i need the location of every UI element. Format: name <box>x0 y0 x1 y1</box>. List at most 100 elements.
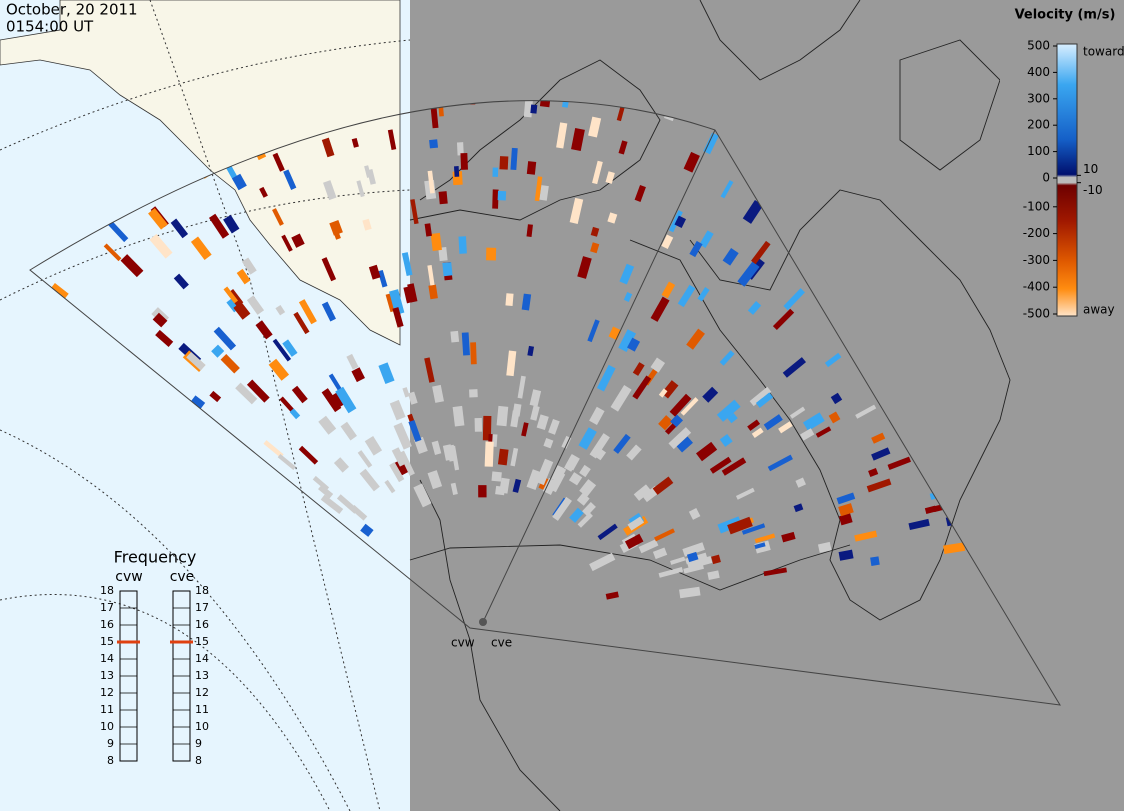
frequency-tick-label: 11 <box>195 703 209 716</box>
colorbar-tick-label: 10 <box>1083 162 1098 176</box>
radar-cell <box>272 152 285 172</box>
radar-cell <box>836 492 856 505</box>
radar-cell <box>387 129 397 151</box>
frequency-tick-label: 17 <box>100 601 114 614</box>
radar-cell <box>658 415 674 431</box>
radar-cell <box>103 243 122 262</box>
radar-cell <box>664 423 677 435</box>
radar-name: cve <box>170 569 195 585</box>
radar-cell <box>608 326 622 341</box>
radar-cell <box>569 197 584 224</box>
radar-cell <box>721 457 747 476</box>
radar-cell <box>670 414 684 428</box>
radar-cell <box>661 234 674 249</box>
radar-cell <box>539 185 549 201</box>
radar-cell <box>588 116 602 138</box>
radar-cell <box>389 399 406 421</box>
radar-cell <box>534 176 543 202</box>
radar-cell <box>754 542 766 549</box>
radar-cell <box>213 326 237 351</box>
radar-cell <box>767 454 793 472</box>
radar-cell <box>526 161 537 175</box>
frequency-tick-label: 15 <box>100 635 114 648</box>
frequency-tick-label: 12 <box>100 686 114 699</box>
radar-cell <box>506 350 517 377</box>
radar-cell <box>453 166 460 177</box>
radar-cell <box>719 434 733 447</box>
radar-cell <box>530 104 538 114</box>
radar-cell <box>318 415 337 435</box>
radar-cell <box>722 248 739 266</box>
radar-cell <box>391 447 407 467</box>
radar-cell <box>670 556 686 565</box>
radar-cell <box>231 173 247 191</box>
radar-cell <box>410 199 419 225</box>
radar-cell <box>526 224 533 237</box>
radar-cell <box>357 450 373 468</box>
radar-cell <box>289 408 301 420</box>
radar-cell <box>697 287 710 302</box>
radar-cell <box>565 454 580 471</box>
radar-cell <box>749 386 772 407</box>
frequency-tick-label: 14 <box>195 652 209 665</box>
radar-cell <box>618 329 637 352</box>
radar-cell <box>364 435 383 456</box>
radar-cell <box>539 100 551 108</box>
radar-cell <box>283 169 297 190</box>
radar-cell <box>279 396 295 413</box>
frequency-tick-label: 13 <box>195 669 209 682</box>
radar-cell <box>854 530 878 542</box>
radar-cell <box>458 236 467 254</box>
radar-cell <box>824 352 842 368</box>
radar-cell <box>634 185 646 202</box>
radar-cell <box>683 151 700 173</box>
radar-cell <box>186 351 206 371</box>
radar-cell <box>686 328 705 350</box>
colorbar <box>1056 43 1078 317</box>
frequency-tick-label: 8 <box>107 754 114 767</box>
radar-cell <box>298 299 317 325</box>
radar-cell <box>607 212 618 224</box>
radar-cell <box>408 419 422 443</box>
radar-cell <box>246 295 265 315</box>
radar-cell <box>578 427 597 450</box>
radar-cell <box>688 507 701 520</box>
radar-cell <box>364 165 372 178</box>
radar-cell <box>241 257 257 275</box>
radar-cell <box>492 167 499 177</box>
radar-cell <box>592 160 603 185</box>
radar-cell <box>597 523 618 541</box>
radar-cell <box>577 256 592 279</box>
radar-cell <box>530 405 540 421</box>
radar-cell <box>870 556 880 566</box>
colorbar-tick-label: -500 <box>1023 307 1050 321</box>
radar-cell <box>351 367 365 383</box>
radar-cell <box>800 428 815 441</box>
frequency-tick-label: 9 <box>195 737 202 750</box>
radar-cell <box>727 516 753 535</box>
radar-cell <box>720 180 734 199</box>
radar-cell <box>616 106 625 122</box>
toward-label: toward <box>1083 45 1124 59</box>
radar-cell <box>362 218 372 231</box>
radar-cell <box>550 464 565 482</box>
radar-cell <box>424 357 435 383</box>
radar-cell <box>751 427 764 438</box>
radar-cell <box>755 392 774 408</box>
land-alaska <box>0 0 401 346</box>
radar-cell <box>333 457 350 473</box>
radar-cell <box>781 531 796 543</box>
radar-cell <box>696 441 718 462</box>
radar-cell <box>680 397 699 416</box>
radar-cell <box>430 104 439 129</box>
radar-cell <box>512 478 522 493</box>
radar-cell <box>209 390 222 403</box>
radar-cell <box>291 233 305 248</box>
radar-cell <box>627 516 645 531</box>
radar-cell <box>268 358 290 381</box>
colorbar-tick-label: 100 <box>1027 144 1050 158</box>
radar-cell <box>711 554 721 565</box>
radar-cell <box>571 127 585 152</box>
